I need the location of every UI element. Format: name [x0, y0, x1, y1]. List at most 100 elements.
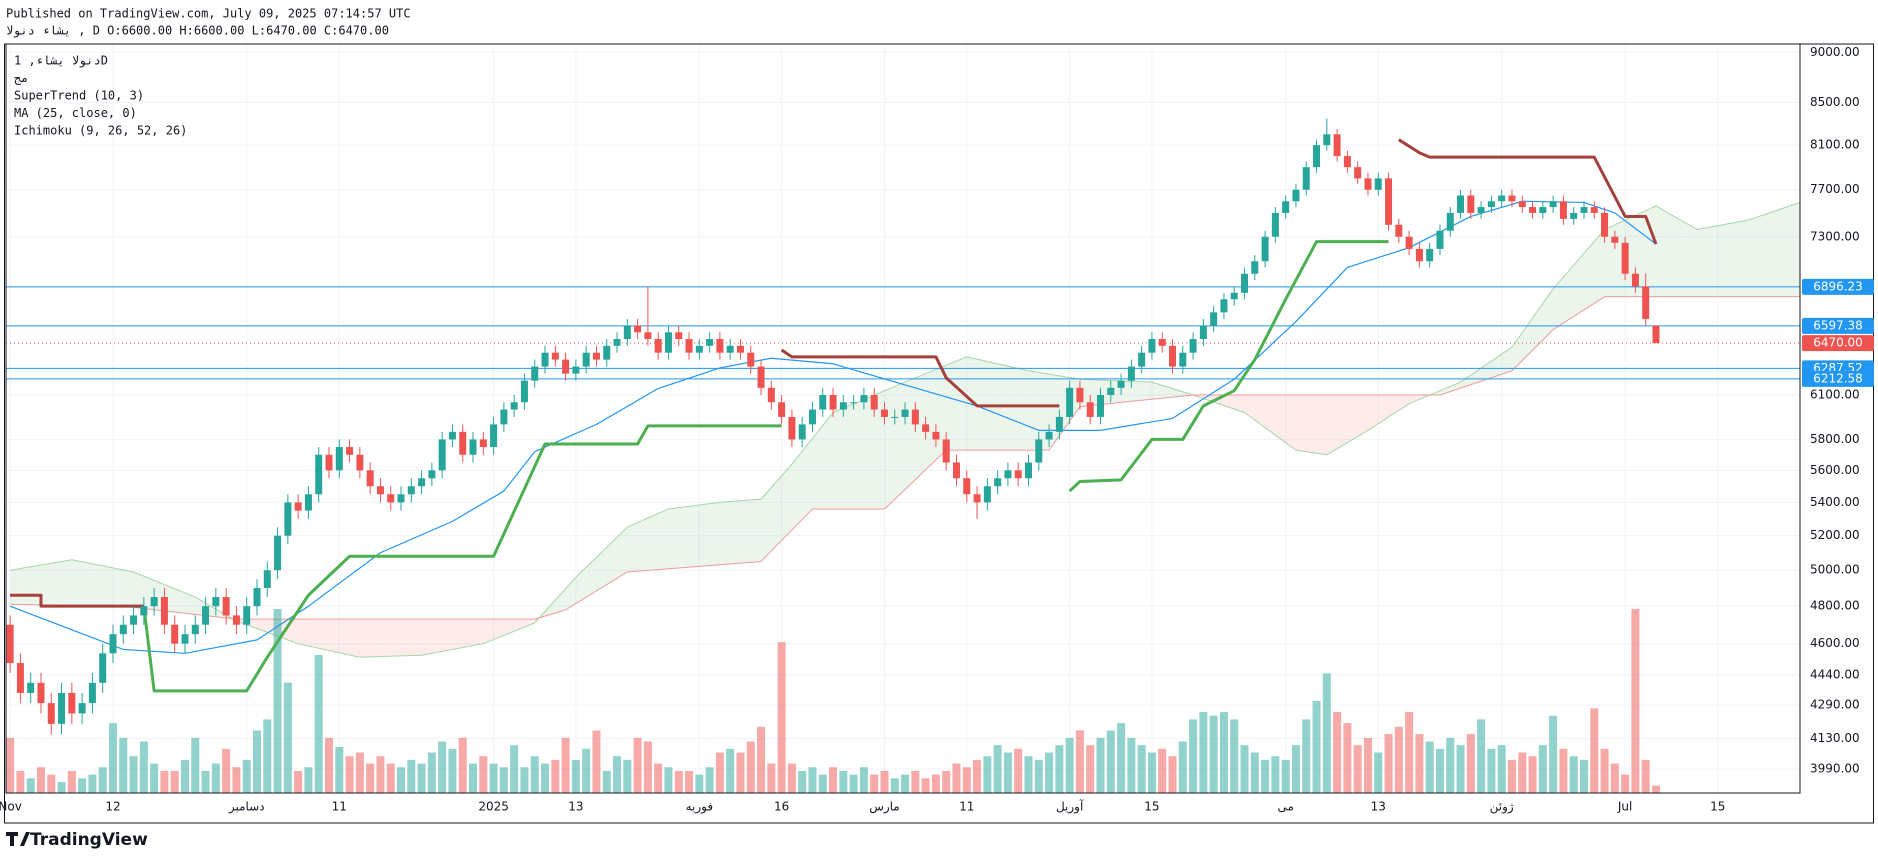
candle-body — [171, 624, 179, 644]
candle-body — [582, 352, 590, 367]
cloud-fill — [51, 561, 62, 606]
cloud-fill — [925, 369, 936, 470]
volume-bar — [304, 767, 313, 793]
volume-bar — [1415, 734, 1424, 793]
volume-bar — [36, 767, 45, 793]
cloud-fill — [1254, 394, 1266, 428]
volume-bar — [1559, 748, 1568, 793]
candle-body — [356, 454, 364, 471]
candle-body — [1127, 366, 1135, 381]
cloud-fill — [349, 619, 360, 658]
candle-body — [664, 332, 672, 353]
volume-bar — [397, 767, 406, 793]
volume-bar — [787, 763, 796, 793]
y-tick-label: 6100.00 — [1810, 387, 1860, 401]
candle-body — [1426, 248, 1434, 262]
volume-bar — [551, 759, 560, 793]
cloud-fill — [298, 619, 309, 646]
volume-bar — [1435, 748, 1444, 793]
volume-bar — [983, 756, 992, 793]
candle-body — [1621, 242, 1629, 274]
candle-body — [860, 394, 868, 403]
candle-body — [1292, 189, 1300, 202]
y-tick-label: 8500.00 — [1810, 95, 1860, 109]
cloud-fill — [905, 377, 916, 489]
published-note: Published on TradingView.com, July 09, 2… — [6, 7, 411, 21]
cloud-fill — [719, 501, 731, 565]
candle-body — [1395, 224, 1403, 237]
volume-bar — [1137, 745, 1146, 793]
candle-body — [58, 692, 66, 724]
candle-body — [438, 439, 446, 471]
volume-bar — [1230, 719, 1239, 793]
candle-body — [1189, 339, 1197, 353]
candle-body — [572, 366, 580, 374]
cloud-fill — [894, 382, 906, 499]
candle-body — [613, 339, 621, 346]
volume-bar — [427, 752, 436, 793]
cloud-fill — [1244, 394, 1255, 420]
volume-bar — [489, 763, 498, 793]
volume-bar — [294, 770, 303, 793]
volume-bar — [510, 745, 519, 793]
candle-body — [1487, 201, 1495, 208]
volume-bar — [1178, 741, 1187, 793]
volume-bar — [469, 763, 478, 793]
candle-body — [644, 332, 652, 340]
volume-bar — [1199, 712, 1208, 793]
volume-bar — [1579, 759, 1588, 793]
cloud-fill — [215, 608, 227, 618]
cloud-fill — [1357, 394, 1368, 437]
volume-bar — [1127, 737, 1136, 793]
candle-body — [397, 494, 405, 503]
volume-bar — [119, 737, 128, 793]
volume-bar — [911, 770, 920, 793]
volume-bar — [1446, 737, 1455, 793]
volume-bar — [6, 737, 15, 793]
x-tick-label: 2025 — [478, 800, 509, 814]
volume-bar — [1106, 730, 1115, 793]
cloud-fill — [833, 408, 844, 509]
candle-body — [1302, 167, 1310, 190]
candle-body — [119, 624, 127, 635]
candle-body — [1477, 207, 1485, 213]
cloud-fill — [1697, 227, 1708, 297]
candle-body — [1179, 352, 1187, 367]
candle-body — [37, 682, 45, 704]
candle-body — [27, 682, 35, 693]
candle-body — [932, 431, 940, 440]
cloud-fill — [431, 619, 443, 654]
volume-bar — [798, 770, 807, 793]
candle-body — [1004, 470, 1012, 479]
volume-bar — [1034, 759, 1043, 793]
cloud-fill — [421, 619, 432, 656]
volume-bar — [1281, 759, 1290, 793]
candle-body — [490, 424, 498, 448]
volume-bar — [839, 770, 848, 793]
cloud-fill — [1409, 394, 1420, 404]
x-tick-label: Nov — [0, 800, 22, 814]
volume-bar — [726, 748, 735, 793]
volume-bar — [1456, 745, 1465, 793]
cloud-fill — [1162, 385, 1173, 399]
candle-body — [418, 478, 426, 487]
cloud-fill — [1738, 220, 1749, 297]
y-tick-label: 7300.00 — [1810, 229, 1860, 243]
cloud-fill — [102, 565, 113, 607]
volume-bar — [664, 767, 673, 793]
cloud-fill — [545, 599, 556, 617]
candle-body — [140, 606, 148, 616]
cloud-fill — [956, 356, 967, 451]
candle-body — [253, 588, 261, 607]
cloud-fill — [771, 475, 782, 551]
volume-bar — [746, 741, 755, 793]
price-tag-label: 6597.38 — [1813, 318, 1863, 332]
candle-body — [994, 478, 1002, 487]
volume-bar — [1549, 715, 1558, 793]
volume-bar — [1065, 737, 1074, 793]
cloud-fill — [1748, 216, 1759, 297]
cloud-fill — [287, 619, 299, 644]
candle-body — [294, 502, 302, 511]
volume-bar — [366, 763, 375, 793]
cloud-fill — [802, 437, 813, 520]
